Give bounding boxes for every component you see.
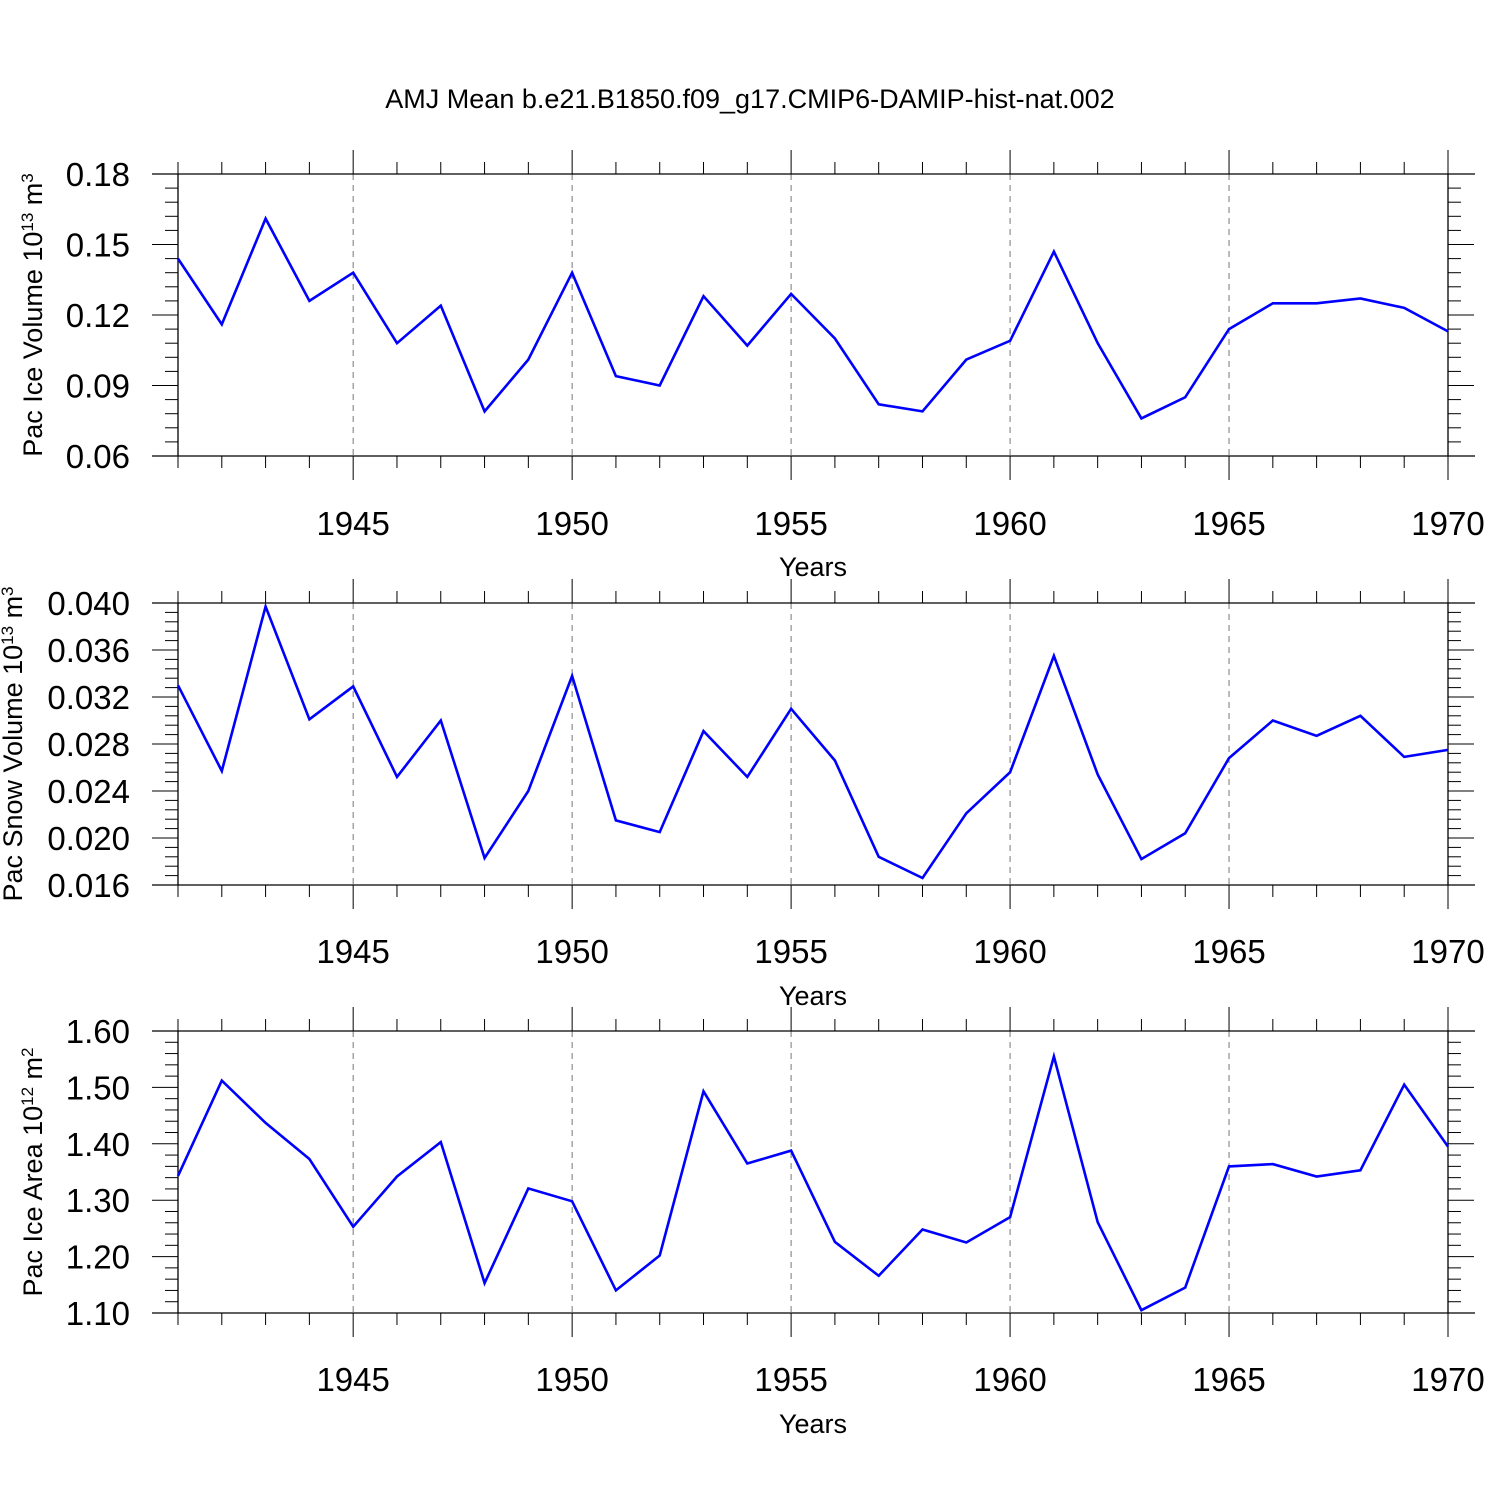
y-tick-label: 0.036 <box>47 632 130 669</box>
y-axis-label-exponent: 12 <box>18 1087 37 1106</box>
x-tick-label: 1965 <box>1192 1361 1265 1398</box>
series-line <box>176 1051 1450 1312</box>
x-tick-label: 1955 <box>754 505 827 542</box>
y-tick-label: 0.020 <box>47 820 130 857</box>
x-tick-label: 1950 <box>535 505 608 542</box>
y-tick-label: 0.18 <box>66 156 130 193</box>
series-line <box>176 602 1449 880</box>
y-tick-label: 0.028 <box>47 726 130 763</box>
y-axis-label-unit-exponent: 3 <box>0 586 17 595</box>
y-tick-label: 1.60 <box>66 1013 130 1050</box>
y-axis-label-unit-exponent: 2 <box>18 1047 37 1056</box>
series-line <box>176 215 1449 421</box>
y-tick-label: 0.15 <box>66 227 130 264</box>
y-axis-label-unit: m <box>0 596 28 626</box>
y-tick-label: 0.024 <box>47 773 130 810</box>
x-tick-label: 1955 <box>754 1361 827 1398</box>
y-tick-label: 1.20 <box>66 1239 130 1276</box>
x-tick-label: 1960 <box>973 933 1046 970</box>
x-tick-label: 1960 <box>973 505 1046 542</box>
figure-title: AMJ Mean b.e21.B1850.f09_g17.CMIP6-DAMIP… <box>385 84 1115 114</box>
x-tick-label: 1970 <box>1411 1361 1484 1398</box>
y-axis-label-base: Pac Ice Area 10 <box>18 1106 48 1297</box>
y-axis-label: Pac Ice Area 1012 m2 <box>18 1047 49 1296</box>
x-axis-label: Years <box>779 552 847 582</box>
y-tick-label: 0.016 <box>47 867 130 904</box>
x-tick-label: 1965 <box>1192 505 1265 542</box>
y-tick-label: 0.032 <box>47 679 130 716</box>
x-tick-label: 1970 <box>1411 505 1484 542</box>
y-axis-label-exponent: 13 <box>0 626 17 645</box>
panel-3: 1.10 1.20 1.30 1.40 1.50 1.60 1945 1950 1955 1960… <box>18 1007 1485 1439</box>
y-axis-label-unit-exponent: 3 <box>18 173 37 182</box>
x-tick-label: 1965 <box>1192 933 1265 970</box>
y-tick-label: 0.09 <box>66 368 130 405</box>
y-axis-label-base: Pac Ice Volume 10 <box>18 232 48 457</box>
y-tick-label: 0.12 <box>66 297 130 334</box>
panel-1: 0.06 0.09 0.12 0.15 0.18 1945 1950 1955 1960 1965… <box>18 150 1485 582</box>
y-axis-label-unit: m <box>18 1057 48 1087</box>
y-axis-label: Pac Ice Volume 1013 m3 <box>18 173 49 457</box>
y-tick-label: 1.30 <box>66 1182 130 1219</box>
x-tick-label: 1955 <box>754 933 827 970</box>
y-axis-label-base: Pac Snow Volume 10 <box>0 645 28 902</box>
y-axis-label-exponent: 13 <box>18 213 37 232</box>
x-tick-label: 1960 <box>973 1361 1046 1398</box>
y-axis-label-unit: m <box>18 183 48 213</box>
x-tick-label: 1950 <box>535 933 608 970</box>
x-tick-label: 1970 <box>1411 933 1484 970</box>
x-tick-label: 1950 <box>535 1361 608 1398</box>
panel-2: 0.016 0.020 0.024 0.028 0.032 0.036 0.040 1945 1… <box>0 579 1485 1011</box>
y-tick-label: 0.040 <box>47 585 130 622</box>
x-axis-label: Years <box>779 1409 847 1439</box>
y-tick-label: 0.06 <box>66 438 130 475</box>
x-tick-label: 1945 <box>316 1361 389 1398</box>
x-tick-label: 1945 <box>316 933 389 970</box>
y-tick-label: 1.50 <box>66 1069 130 1106</box>
x-axis-label: Years <box>779 981 847 1011</box>
y-tick-label: 1.10 <box>66 1295 130 1332</box>
x-tick-label: 1945 <box>316 505 389 542</box>
y-axis-label: Pac Snow Volume 1013 m3 <box>0 586 28 901</box>
y-tick-label: 1.40 <box>66 1126 130 1163</box>
